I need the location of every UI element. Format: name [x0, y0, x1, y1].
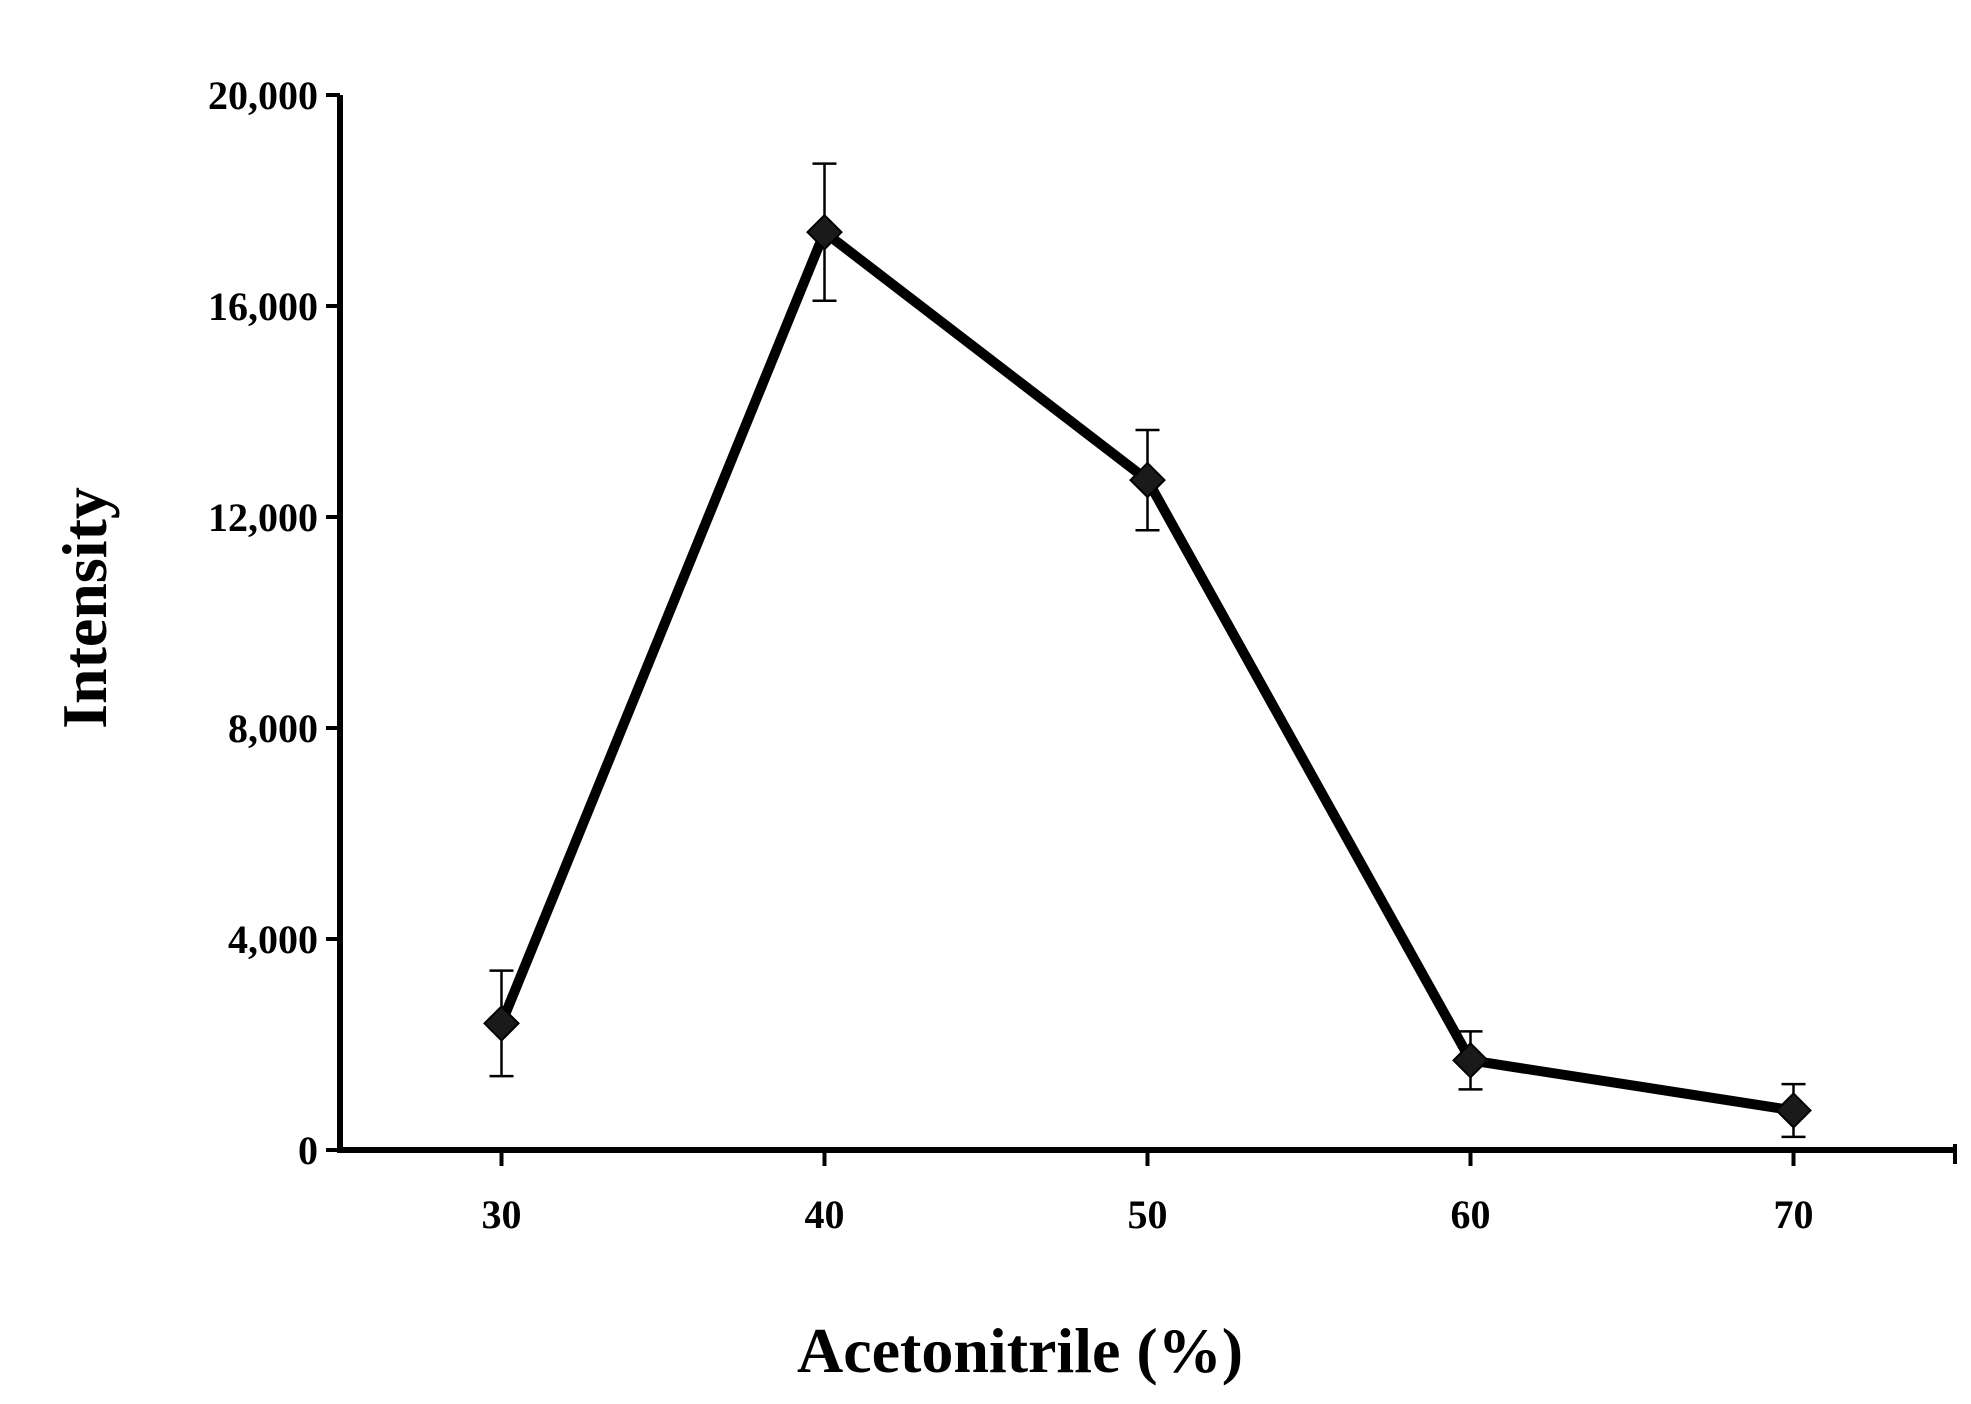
tick-labels: 0 4,000 8,000 12,000 16,000 20,000 30 40 50 60 70 — [208, 73, 1814, 1237]
tick-marks — [326, 93, 1796, 1166]
y-tick-label: 20,000 — [208, 73, 318, 118]
y-axis-title: Intensity — [49, 487, 120, 729]
data-point-marker — [806, 213, 843, 251]
series-line-group — [496, 227, 1799, 1116]
y-tick-label: 12,000 — [208, 495, 318, 540]
x-tick-label: 70 — [1774, 1192, 1814, 1237]
data-markers — [483, 213, 1812, 1129]
data-point-marker — [483, 1004, 520, 1042]
error-bars — [489, 162, 1806, 1139]
x-tick-label: 50 — [1128, 1192, 1168, 1237]
data-point-marker — [1129, 461, 1166, 499]
x-tick-label: 60 — [1451, 1192, 1491, 1237]
data-point-marker — [1452, 1041, 1489, 1079]
series-line — [496, 227, 1799, 1116]
y-tick-label: 16,000 — [208, 284, 318, 329]
data-point-marker — [1775, 1092, 1812, 1129]
y-tick-label: 4,000 — [228, 917, 318, 962]
y-tick-label: 0 — [298, 1128, 318, 1173]
x-tick-label: 40 — [805, 1192, 845, 1237]
y-tick-label: 8,000 — [228, 706, 318, 751]
axes — [337, 95, 1957, 1164]
x-axis-title: Acetonitrile (%) — [797, 1315, 1243, 1386]
x-tick-label: 30 — [482, 1192, 522, 1237]
